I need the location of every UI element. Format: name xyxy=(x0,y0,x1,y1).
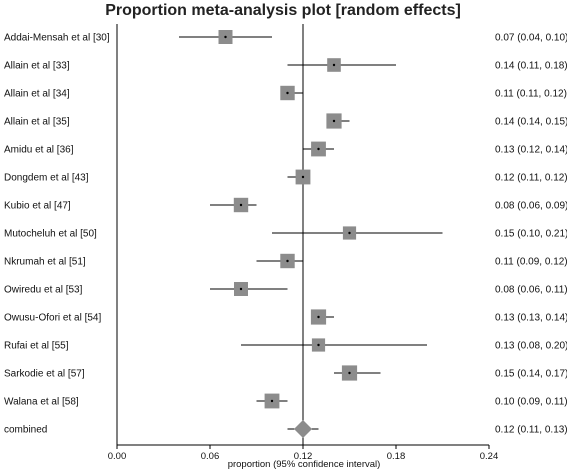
chart-marks xyxy=(179,30,443,438)
point-estimate xyxy=(317,343,320,347)
x-tick-label: 0.24 xyxy=(480,451,499,462)
study-label: Nkrumah et al [51] xyxy=(4,257,86,268)
ci-label: 0.11 (0.11, 0.12) xyxy=(495,89,567,100)
study-row xyxy=(334,365,381,381)
study-row xyxy=(210,282,288,296)
ci-label: 0.08 (0.06, 0.11) xyxy=(495,285,567,296)
x-axis-label: proportion (95% confidence interval) xyxy=(228,459,381,470)
study-label: Walana et al [58] xyxy=(4,397,79,408)
ci-label: 0.14 (0.14, 0.15) xyxy=(495,117,567,128)
ci-label: 0.14 (0.11, 0.18) xyxy=(495,61,567,72)
point-estimate xyxy=(301,175,305,179)
point-estimate xyxy=(332,63,336,67)
study-row xyxy=(303,141,334,157)
point-estimate xyxy=(348,371,351,375)
point-estimate xyxy=(286,259,289,263)
chart-labels: Addai-Mensah et al [30] 0.07 (0.04, 0.10)… xyxy=(4,33,567,436)
study-row xyxy=(241,338,427,352)
study-label: Addai-Mensah et al [30] xyxy=(4,33,110,44)
point-estimate xyxy=(239,287,243,291)
study-label: Sarkodie et al [57] xyxy=(4,369,85,380)
study-label: Allain et al [34] xyxy=(4,89,70,100)
study-row xyxy=(310,309,334,325)
study-label: Owusu-Ofori et al [54] xyxy=(4,313,101,324)
point-estimate xyxy=(224,35,227,39)
study-row xyxy=(256,253,303,269)
combined-ci-label: 0.12 (0.11, 0.13) xyxy=(495,425,567,436)
study-row xyxy=(287,169,311,185)
combined-row xyxy=(287,420,319,438)
study-row xyxy=(256,393,288,409)
chart-title: Proportion meta-analysis plot [random ef… xyxy=(105,2,461,19)
point-estimate xyxy=(317,147,320,151)
study-row xyxy=(287,58,396,72)
study-label: Kubio et al [47] xyxy=(4,201,71,212)
x-tick-label: 0.06 xyxy=(201,451,220,462)
x-tick-label: 0.18 xyxy=(387,451,406,462)
point-estimate xyxy=(317,315,320,319)
ci-label: 0.08 (0.06, 0.09) xyxy=(495,201,567,212)
ci-label: 0.10 (0.09, 0.11) xyxy=(495,397,567,408)
x-tick-label: 0.12 xyxy=(294,451,313,462)
ci-label: 0.13 (0.13, 0.14) xyxy=(495,313,567,324)
plot-frame xyxy=(116,24,304,445)
study-label: Owiredu et al [53] xyxy=(4,285,83,296)
ci-label: 0.13 (0.08, 0.20) xyxy=(495,341,567,352)
combined-label: combined xyxy=(4,425,47,436)
study-label: Amidu et al [36] xyxy=(4,145,74,156)
study-row xyxy=(210,197,257,213)
x-axis: 0.00 0.06 0.12 0.18 0.24 xyxy=(108,444,499,462)
point-estimate xyxy=(348,231,351,235)
study-row xyxy=(280,85,303,101)
study-label: Dongdem et al [43] xyxy=(4,173,89,184)
ci-label: 0.15 (0.14, 0.17) xyxy=(495,369,567,380)
point-estimate xyxy=(239,203,243,207)
study-row xyxy=(326,113,350,129)
study-label: Mutocheluh et al [50] xyxy=(4,229,97,240)
ci-label: 0.11 (0.09, 0.12) xyxy=(495,257,567,268)
point-estimate xyxy=(286,91,289,95)
ci-label: 0.15 (0.10, 0.21) xyxy=(495,229,567,240)
combined-diamond xyxy=(294,420,312,438)
study-row xyxy=(272,226,443,240)
ci-label: 0.07 (0.04, 0.10) xyxy=(495,33,567,44)
study-label: Allain et al [35] xyxy=(4,117,70,128)
x-tick-label: 0.00 xyxy=(108,451,127,462)
ci-label: 0.12 (0.11, 0.12) xyxy=(495,173,567,184)
study-label: Rufai et al [55] xyxy=(4,341,69,352)
study-label: Allain et al [33] xyxy=(4,61,70,72)
point-estimate xyxy=(270,399,274,403)
ci-label: 0.13 (0.12, 0.14) xyxy=(495,145,567,156)
study-row xyxy=(179,30,272,44)
point-estimate xyxy=(332,119,336,123)
